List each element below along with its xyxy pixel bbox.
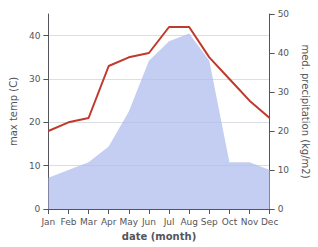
svg-text:Jan: Jan [40,217,55,227]
svg-text:40: 40 [29,31,41,41]
svg-text:Sep: Sep [201,217,218,227]
svg-text:0: 0 [278,204,284,214]
svg-text:Apr: Apr [101,217,117,227]
svg-text:30: 30 [278,87,290,97]
svg-text:10: 10 [278,165,290,175]
svg-text:20: 20 [278,126,290,136]
svg-text:Mar: Mar [80,217,97,227]
svg-text:Feb: Feb [61,217,77,227]
svg-text:Oct: Oct [222,217,238,227]
svg-text:Dec: Dec [261,217,278,227]
svg-text:0: 0 [35,204,41,214]
svg-text:20: 20 [29,117,41,127]
svg-text:May: May [120,217,139,227]
svg-text:30: 30 [29,74,41,84]
svg-text:40: 40 [278,48,290,58]
svg-text:med. precipitation (kg/m2): med. precipitation (kg/m2) [300,44,311,178]
svg-text:Jun: Jun [141,217,156,227]
svg-text:50: 50 [278,9,290,19]
svg-text:date (month): date (month) [122,231,196,242]
svg-text:Aug: Aug [180,217,198,227]
svg-text:max temp (C): max temp (C) [8,77,19,146]
svg-text:10: 10 [29,161,41,171]
svg-text:Nov: Nov [241,217,259,227]
svg-text:Jul: Jul [163,217,175,227]
